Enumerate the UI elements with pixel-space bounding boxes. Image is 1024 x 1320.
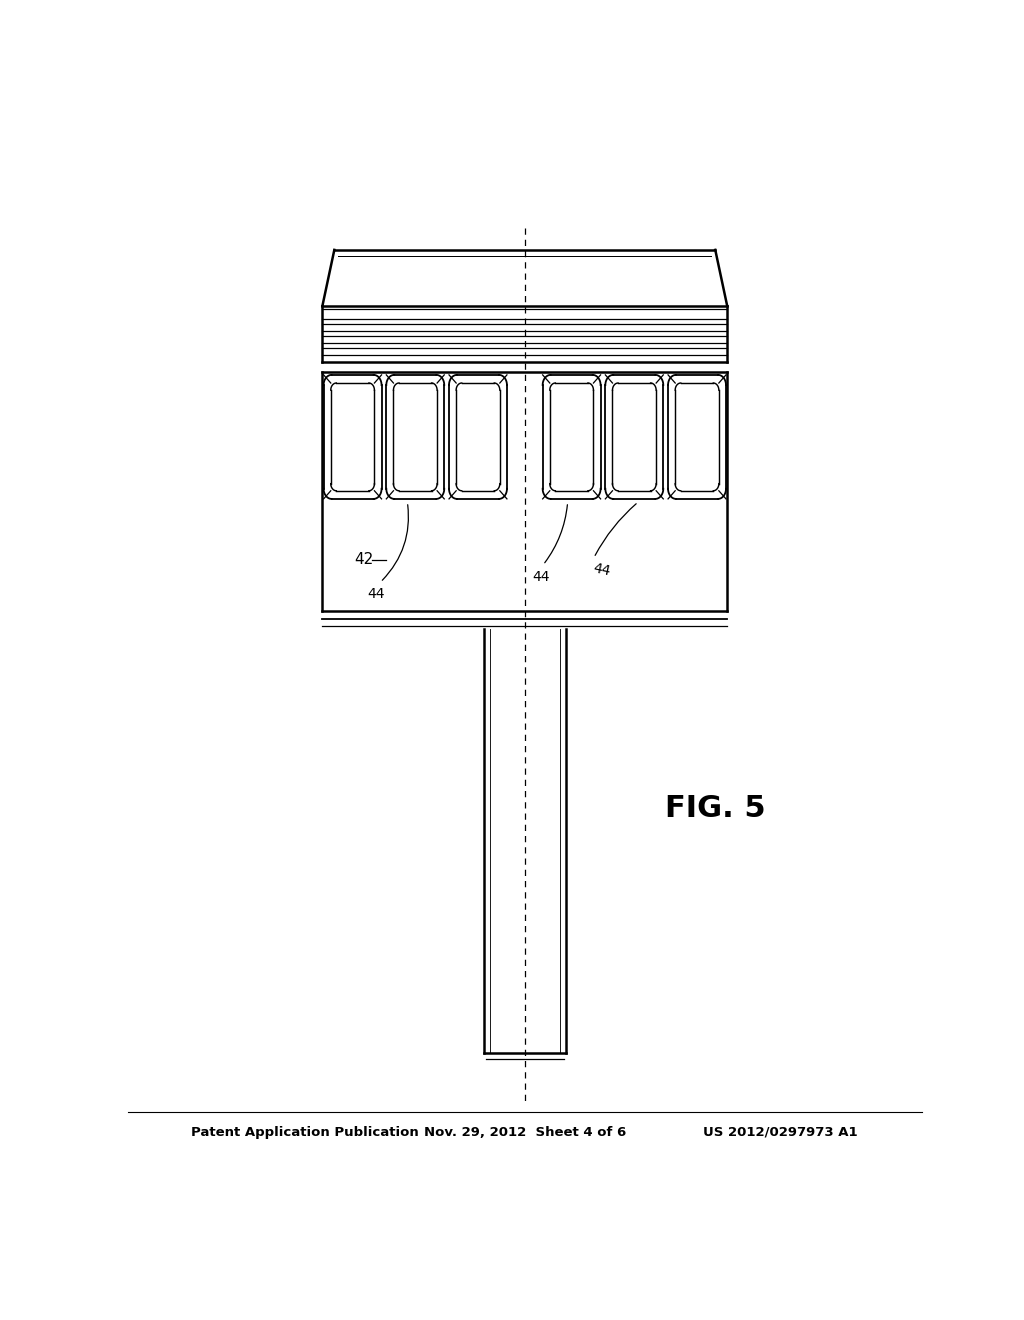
Text: US 2012/0297973 A1: US 2012/0297973 A1 <box>703 1126 858 1139</box>
Text: 44: 44 <box>368 587 385 602</box>
Text: 44: 44 <box>531 570 550 585</box>
Text: Patent Application Publication: Patent Application Publication <box>191 1126 419 1139</box>
Text: 44: 44 <box>592 561 611 578</box>
Text: FIG. 5: FIG. 5 <box>665 795 766 824</box>
Text: Nov. 29, 2012  Sheet 4 of 6: Nov. 29, 2012 Sheet 4 of 6 <box>424 1126 626 1139</box>
Text: 42: 42 <box>354 552 374 568</box>
